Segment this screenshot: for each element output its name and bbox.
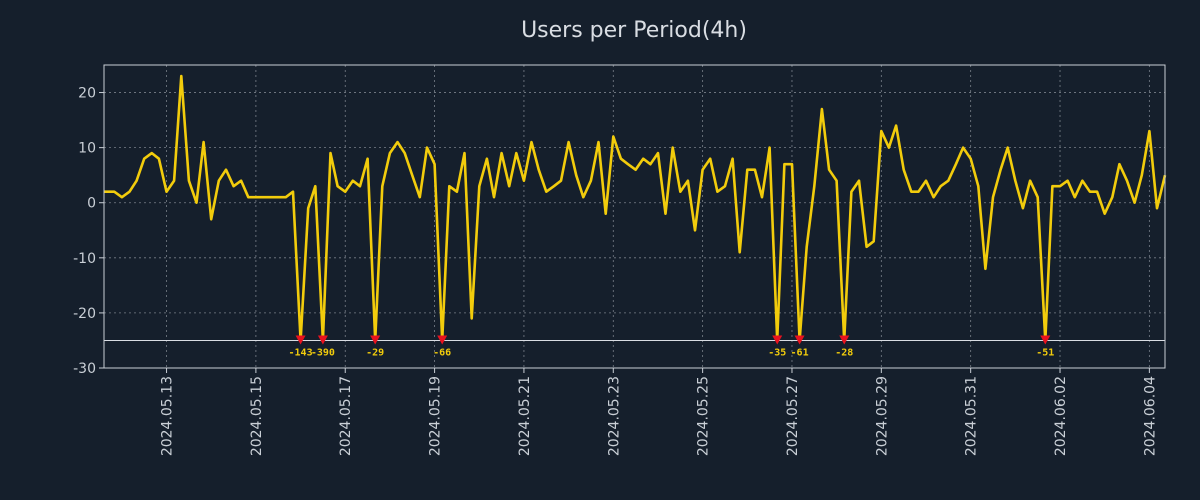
outlier-label: -29 [366, 347, 384, 358]
x-tick-label: 2024.05.29 [874, 376, 890, 456]
outlier-label: -61 [791, 347, 809, 358]
outlier-marker [295, 335, 306, 345]
x-tick-label: 2024.05.23 [606, 376, 622, 456]
annotation-layer: -143-390 -29 -66 -35 -61 -28 -51 [289, 335, 1054, 358]
outlier-marker [370, 335, 381, 345]
x-tick-label: 2024.05.25 [696, 376, 712, 456]
x-tick-label: 2024.05.31 [964, 376, 980, 456]
axis-layer: 20 10 0 -10 -20 -30 2024.05.13 2024.05.15 2024.0… [73, 86, 1158, 457]
plot-frame [103, 64, 1166, 369]
outlier-marker [772, 335, 783, 345]
outlier-marker [317, 335, 328, 345]
outlier-label: -143 [289, 347, 313, 358]
x-tick-label: 2024.05.17 [338, 376, 354, 456]
x-tick-label: 2024.05.13 [160, 376, 176, 456]
y-tick-label: 0 [87, 196, 96, 212]
x-tick-label: 2024.06.02 [1053, 376, 1069, 456]
outlier-marker [437, 335, 448, 345]
x-tick-label: 2024.05.27 [785, 376, 801, 456]
chart-title: Users per Period(4h) [521, 18, 747, 43]
y-tick-label: 20 [78, 86, 96, 102]
outlier-label: -35 [768, 347, 786, 358]
outlier-label: -28 [835, 347, 853, 358]
users-series-line [104, 74, 1167, 342]
outlier-marker [794, 335, 805, 345]
y-tick-label: -10 [73, 251, 96, 267]
outlier-label: -390 [311, 347, 335, 358]
x-tick-label: 2024.05.21 [517, 376, 533, 456]
x-tick-label: 2024.05.19 [428, 376, 444, 456]
y-tick-label: -30 [73, 361, 96, 377]
x-tick-label: 2024.06.04 [1142, 376, 1158, 456]
y-tick-label: -20 [73, 306, 96, 322]
outlier-marker [1040, 335, 1051, 345]
outlier-label: -51 [1036, 347, 1054, 358]
outlier-marker [839, 335, 850, 345]
x-tick-label: 2024.05.15 [249, 376, 265, 456]
y-tick-label: 10 [78, 141, 96, 157]
outlier-label: -66 [433, 347, 451, 358]
grid-layer [104, 65, 1165, 368]
